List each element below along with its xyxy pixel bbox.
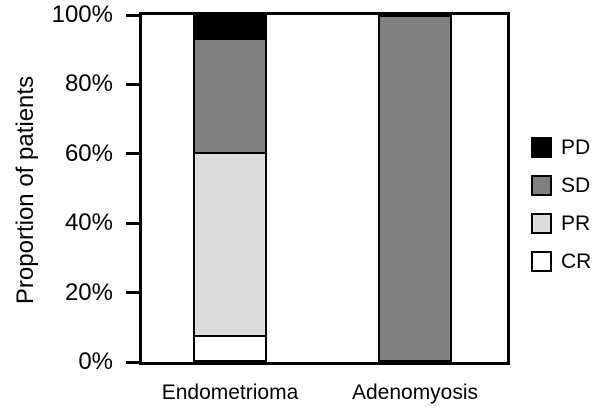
legend-item-pr: PR: [531, 213, 591, 234]
y-tick-mark: [126, 291, 139, 295]
y-tick-label: 60%: [64, 139, 113, 167]
bar-segment-sd: [380, 17, 450, 360]
y-axis-label: Proportion of patients: [12, 75, 39, 305]
y-tick-label: 20%: [64, 278, 113, 306]
y-tick-mark: [126, 82, 139, 86]
legend-label: SD: [561, 174, 591, 197]
legend-label: PR: [561, 212, 591, 235]
bar-segment-cr: [195, 337, 265, 360]
legend-item-cr: CR: [531, 251, 591, 272]
bar-endometrioma: [193, 15, 267, 362]
y-tick-label: 100%: [51, 1, 113, 28]
legend-swatch-sd: [531, 175, 552, 196]
legend-swatch-pd: [531, 137, 552, 158]
x-axis-label-adenomyosis: Adenomyosis: [351, 381, 479, 404]
y-tick-mark: [126, 360, 139, 364]
legend: PD SD PR CR: [531, 137, 591, 289]
legend-label: CR: [561, 250, 592, 273]
legend-swatch-pr: [531, 213, 552, 234]
bar-segment-pd: [195, 17, 265, 40]
y-tick-mark: [126, 221, 139, 225]
legend-label: PD: [561, 136, 591, 159]
y-tick-label: 80%: [64, 70, 113, 98]
bar-segment-sd: [195, 40, 265, 155]
legend-item-sd: SD: [531, 175, 591, 196]
y-tick-label: 40%: [64, 209, 113, 237]
plot-area: [139, 12, 510, 365]
legend-item-pd: PD: [531, 137, 591, 158]
legend-swatch-cr: [531, 251, 552, 272]
y-tick-label: 0%: [78, 348, 113, 375]
x-axis-label-endometrioma: Endometrioma: [161, 381, 299, 404]
bar-segment-pr: [195, 154, 265, 338]
y-tick-mark: [126, 152, 139, 156]
y-tick-mark: [126, 13, 139, 17]
bar-adenomyosis: [378, 15, 452, 362]
